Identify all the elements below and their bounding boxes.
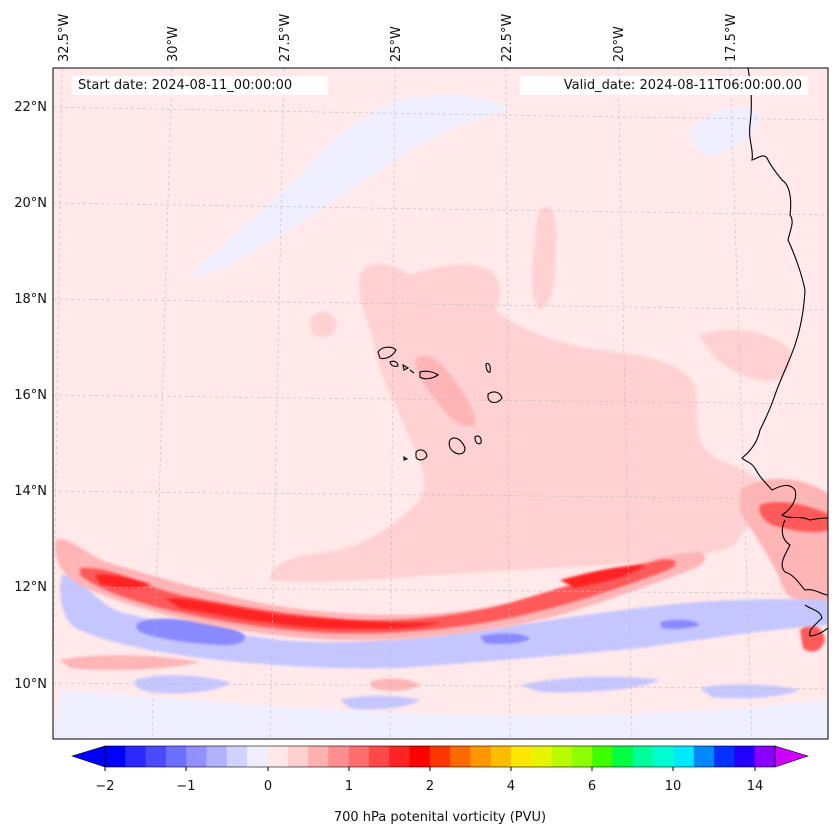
- colorbar-segment: [754, 746, 776, 767]
- lat-label: 10°N: [14, 677, 47, 692]
- pv-positive-plume: [270, 263, 770, 582]
- colorbar-segment: [450, 746, 472, 767]
- pv-negative-core-central: [480, 633, 530, 644]
- pv-weak-negative-streak: [190, 94, 510, 276]
- pv-weak-negative-south: [53, 690, 828, 739]
- pv-negative-patch-south-2: [340, 695, 420, 710]
- colorbar-segment: [186, 746, 208, 767]
- colorbar: −2 −1 0 1 2 4 6 10 14 700 hPa potenital …: [71, 745, 809, 825]
- lon-label: 22.5°W: [500, 14, 515, 62]
- colorbar-segment: [612, 746, 634, 767]
- pv-negative-core-east: [660, 619, 700, 629]
- colorbar-segment: [632, 746, 654, 767]
- colorbar-tick-label: 1: [345, 779, 353, 794]
- pv-coastal-strong-south: [800, 624, 825, 652]
- colorbar-tick-labels: −2 −1 0 1 2 4 6 10 14: [95, 779, 763, 794]
- lon-label: 30°W: [166, 26, 181, 62]
- pv-positive-patch-west: [310, 312, 337, 337]
- colorbar-segment: [429, 746, 451, 767]
- colorbar-segments: [105, 746, 776, 767]
- colorbar-segment: [490, 746, 512, 767]
- pv-negative-band: [60, 574, 828, 669]
- colorbar-segment: [551, 746, 573, 767]
- lat-label: 18°N: [14, 292, 47, 307]
- colorbar-max-extension: [774, 745, 809, 768]
- colorbar-segment: [247, 746, 269, 767]
- colorbar-outline: [104, 745, 776, 768]
- colorbar-tick-label: 14: [747, 779, 764, 794]
- coastline: [741, 68, 828, 637]
- colorbar-tick-label: 0: [264, 779, 272, 794]
- pv-positive-patch-east: [531, 206, 557, 310]
- colorbar-tick-label: 6: [588, 779, 596, 794]
- map-frame: [52, 67, 829, 740]
- colorbar-segment: [226, 746, 248, 767]
- lon-label: 32.5°W: [57, 14, 72, 62]
- lat-label: 12°N: [14, 580, 47, 595]
- pv-jet-core: [165, 598, 440, 630]
- pv-jet-core-east: [560, 565, 645, 588]
- colorbar-segment: [368, 746, 390, 767]
- lat-label: 22°N: [14, 100, 47, 115]
- lon-label: 25°W: [389, 26, 404, 62]
- colorbar-min-extension: [71, 745, 106, 768]
- colorbar-segment: [165, 746, 187, 767]
- colorbar-segment: [328, 746, 350, 767]
- pv-positive-core: [415, 355, 476, 427]
- lon-label: 27.5°W: [278, 14, 293, 62]
- colorbar-segment: [389, 746, 411, 767]
- colorbar-segment: [145, 746, 167, 767]
- lat-label: 14°N: [14, 484, 47, 499]
- colorbar-segment: [105, 746, 126, 767]
- pv-negative-patch-south-1: [134, 675, 230, 694]
- colorbar-label: 700 hPa potenital vorticity (PVU): [334, 810, 546, 825]
- pv-positive-spot-south-2: [60, 655, 200, 670]
- colorbar-segment: [693, 746, 715, 767]
- colorbar-ticks: [104, 767, 756, 771]
- start-date-label: Start date: 2024-08-11_00:00:00: [72, 76, 328, 95]
- pv-jet-core-west: [95, 574, 150, 588]
- colorbar-segment: [125, 746, 147, 767]
- colorbar-tick-label: −1: [176, 779, 195, 794]
- colorbar-tick-label: 10: [665, 779, 682, 794]
- valid-date-label: Valid_date: 2024-08-11T06:00:00.00: [520, 76, 808, 95]
- colorbar-segment: [287, 746, 309, 767]
- longitude-labels: 32.5°W 30°W 27.5°W 25°W 22.5°W 20°W 17.5…: [57, 14, 739, 62]
- map-plot-area: [53, 68, 828, 739]
- colorbar-segment: [714, 746, 735, 767]
- colorbar-tick-label: 4: [507, 779, 515, 794]
- cape-verde-islands: [377, 346, 503, 461]
- map-gridlines: [53, 68, 828, 739]
- pv-negative-patch-south-3: [520, 676, 660, 693]
- colorbar-segment: [734, 746, 756, 767]
- colorbar-tick-label: 2: [426, 779, 434, 794]
- colorbar-segment: [348, 746, 370, 767]
- colorbar-segment: [673, 746, 695, 767]
- lat-label: 20°N: [14, 196, 47, 211]
- pv-weak-negative-patch: [690, 107, 760, 155]
- colorbar-segment: [308, 746, 329, 767]
- pv-positive-patch-coast: [700, 330, 791, 381]
- colorbar-segment: [653, 746, 675, 767]
- colorbar-segment: [470, 746, 492, 767]
- colorbar-segment: [267, 746, 289, 767]
- pv-positive-spot-south-1: [370, 678, 420, 691]
- colorbar-segment: [409, 746, 431, 767]
- colorbar-segment: [571, 746, 593, 767]
- lon-label: 20°W: [612, 26, 627, 62]
- colorbar-tick-label: −2: [95, 779, 114, 794]
- latitude-labels: 22°N 20°N 18°N 16°N 14°N 12°N 10°N: [14, 100, 47, 692]
- colorbar-segment: [592, 746, 614, 767]
- colorbar-segment: [206, 746, 228, 767]
- lon-label: 17.5°W: [724, 14, 739, 62]
- colorbar-segment: [511, 746, 532, 767]
- colorbar-segment: [531, 746, 553, 767]
- lat-label: 16°N: [14, 388, 47, 403]
